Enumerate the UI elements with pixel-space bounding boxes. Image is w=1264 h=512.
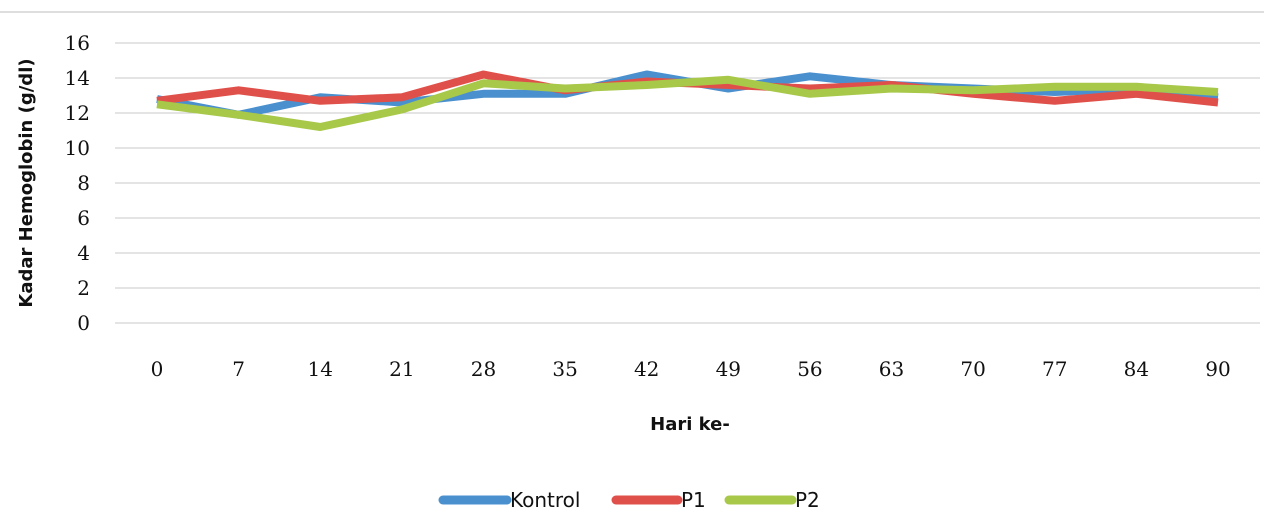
x-tick-label: 90 bbox=[1205, 357, 1230, 381]
x-tick-label: 28 bbox=[471, 357, 496, 381]
x-axis-title: Hari ke- bbox=[650, 414, 730, 435]
x-tick-label: 70 bbox=[960, 357, 985, 381]
legend-label-p2: P2 bbox=[795, 488, 820, 512]
x-tick-label: 21 bbox=[389, 357, 414, 381]
y-tick-labels: 0 2 4 6 8 10 12 14 16 bbox=[65, 31, 90, 335]
y-tick-label: 2 bbox=[77, 276, 90, 300]
x-tick-label: 35 bbox=[552, 357, 577, 381]
x-tick-label: 14 bbox=[308, 357, 333, 381]
y-tick-label: 14 bbox=[65, 66, 90, 90]
legend-label-kontrol: Kontrol bbox=[510, 488, 580, 512]
y-tick-label: 6 bbox=[77, 206, 90, 230]
y-tick-label: 4 bbox=[77, 241, 90, 265]
legend: Kontrol P1 P2 bbox=[438, 488, 820, 512]
x-tick-label: 49 bbox=[716, 357, 741, 381]
series-lines bbox=[156, 70, 1219, 131]
y-tick-label: 0 bbox=[77, 311, 90, 335]
y-tick-label: 8 bbox=[77, 171, 90, 195]
x-tick-label: 42 bbox=[634, 357, 659, 381]
y-tick-label: 10 bbox=[65, 136, 90, 160]
x-tick-label: 84 bbox=[1124, 357, 1149, 381]
series-line-p2 bbox=[156, 75, 1219, 131]
x-tick-label: 56 bbox=[797, 357, 822, 381]
x-tick-label: 63 bbox=[879, 357, 904, 381]
x-tick-label: 7 bbox=[232, 357, 245, 381]
y-tick-label: 12 bbox=[65, 101, 90, 125]
legend-label-p1: P1 bbox=[681, 488, 706, 512]
y-axis-title: Kadar Hemoglobin (g/dl) bbox=[16, 58, 37, 307]
y-tick-label: 16 bbox=[65, 31, 90, 55]
x-tick-label: 77 bbox=[1042, 357, 1067, 381]
x-tick-label: 0 bbox=[151, 357, 164, 381]
x-tick-labels: 0 7 14 21 28 35 42 49 56 63 70 77 84 90 bbox=[151, 357, 1231, 381]
